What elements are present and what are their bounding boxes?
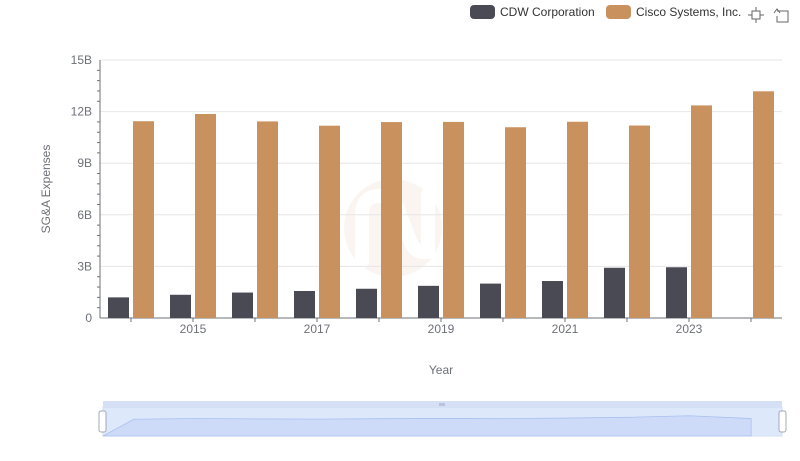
bar-cisco[interactable] — [443, 121, 464, 318]
bars — [108, 91, 774, 319]
legend-swatch[interactable] — [470, 5, 495, 19]
x-tick-label: 2015 — [180, 322, 207, 336]
x-tick-label: 2019 — [428, 322, 455, 336]
bar-cisco[interactable] — [753, 91, 774, 318]
bar-cdw[interactable] — [604, 267, 625, 318]
bar-cdw[interactable] — [108, 297, 129, 318]
y-tick-label: 15B — [71, 53, 92, 67]
y-tick-label: 0 — [85, 311, 92, 325]
x-tick-label: 2021 — [552, 322, 579, 336]
legend-label[interactable]: CDW Corporation — [500, 5, 595, 19]
x-tick-label: 2017 — [304, 322, 331, 336]
bar-cisco[interactable] — [195, 114, 216, 319]
y-tick-label: 3B — [77, 259, 92, 273]
bar-cisco[interactable] — [505, 127, 526, 318]
slider-preview-area — [102, 415, 752, 437]
bar-cdw[interactable] — [356, 288, 377, 318]
crosshair-zoom-icon[interactable] — [748, 7, 764, 23]
legend: CDW Corporation Cisco Systems, Inc. — [470, 5, 741, 19]
bar-cisco[interactable] — [381, 122, 402, 318]
bar-cdw[interactable] — [542, 281, 563, 318]
bar-cdw[interactable] — [666, 267, 687, 318]
legend-label[interactable]: Cisco Systems, Inc. — [636, 5, 741, 19]
bar-cisco[interactable] — [257, 121, 278, 319]
data-zoom-slider[interactable] — [98, 401, 787, 437]
undo-arrow-icon[interactable] — [773, 8, 789, 23]
bar-cisco[interactable] — [691, 105, 712, 319]
bar-cdw[interactable] — [232, 292, 253, 318]
x-tick-label: 2023 — [676, 322, 703, 336]
bar-cisco[interactable] — [567, 121, 588, 318]
bar-cdw[interactable] — [480, 283, 501, 318]
y-tick-label: 12B — [71, 105, 92, 119]
y-tick-label: 9B — [77, 156, 92, 170]
axes: 0 3B 6B 9B 12B 15B 2015 2017 2019 2021 2023 Year SG&… — [39, 53, 782, 377]
bar-cisco[interactable] — [319, 125, 340, 318]
y-tick-label: 6B — [77, 208, 92, 222]
legend-swatch[interactable] — [606, 5, 631, 19]
bar-cisco[interactable] — [133, 121, 154, 319]
bar-cdw[interactable] — [294, 290, 315, 318]
slider-handle-left[interactable] — [98, 410, 107, 433]
y-axis-title: SG&A Expenses — [39, 145, 53, 234]
x-axis-title: Year — [429, 363, 453, 377]
bar-cisco[interactable] — [629, 125, 650, 318]
slider-handle-right[interactable] — [778, 410, 787, 433]
slider-grip-icon[interactable] — [439, 403, 445, 406]
bar-cdw[interactable] — [170, 294, 191, 318]
bar-cdw[interactable] — [418, 285, 439, 318]
